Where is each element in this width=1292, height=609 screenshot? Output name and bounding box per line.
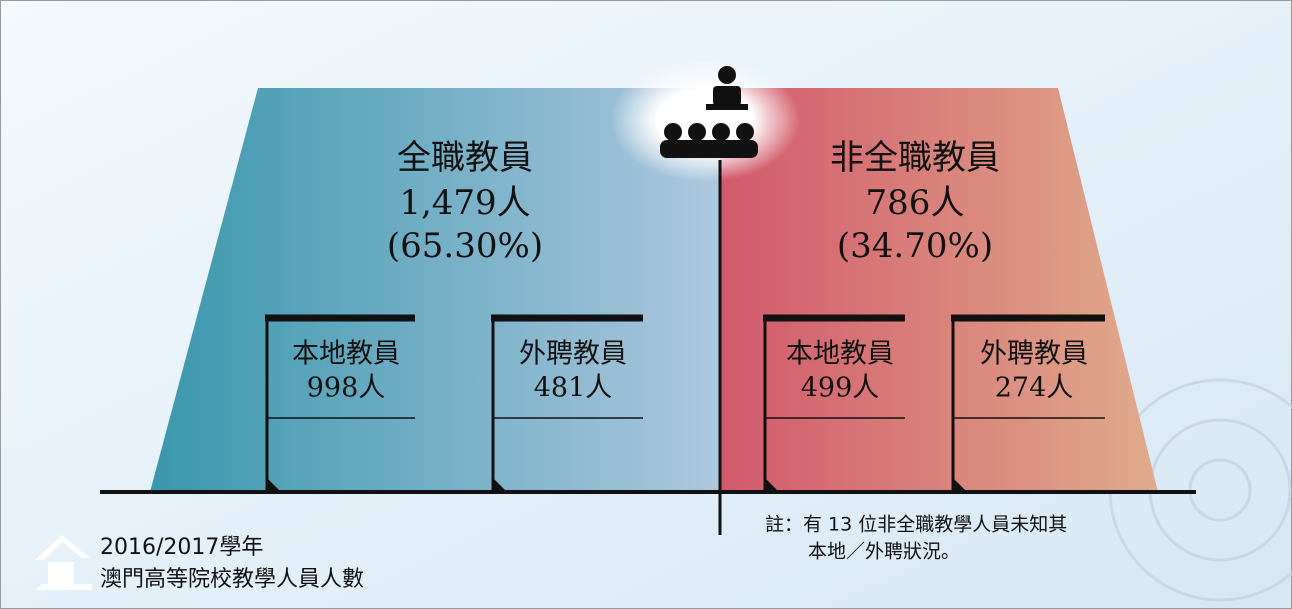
caption-year: 2016/2017學年 — [100, 535, 263, 560]
box-foot — [765, 478, 779, 492]
full-time-title: 全職教員 — [397, 138, 533, 178]
box-label: 本地教員 — [786, 339, 894, 370]
part-time-title: 非全職教員 — [830, 138, 1000, 178]
full-time-count: 1,479人 — [399, 183, 530, 223]
lecture-icon — [660, 66, 758, 158]
part-time-percent: (34.70%) — [837, 226, 993, 266]
box-foot — [267, 478, 281, 492]
logo — [35, 535, 92, 590]
note-line: 註：有 13 位非全職教學人員未知其 — [765, 514, 1067, 536]
icon-glow — [610, 58, 800, 182]
note-line: 本地／外聘狀況。 — [808, 541, 960, 563]
box-label: 外聘教員 — [519, 339, 627, 370]
box-count: 481人 — [534, 373, 613, 404]
full-time-percent: (65.30%) — [387, 226, 543, 266]
box-count: 274人 — [995, 373, 1074, 404]
full-time-area — [150, 88, 720, 492]
part-time-count: 786人 — [866, 183, 965, 223]
box-count: 998人 — [307, 373, 386, 404]
box-foot — [493, 478, 507, 492]
part-time-area — [720, 88, 1158, 492]
caption-title: 澳門高等院校教學人員人數 — [100, 567, 364, 592]
box-count: 499人 — [801, 373, 880, 404]
box-label: 本地教員 — [292, 339, 400, 370]
box-label: 外聘教員 — [980, 339, 1088, 370]
box-foot — [953, 478, 967, 492]
